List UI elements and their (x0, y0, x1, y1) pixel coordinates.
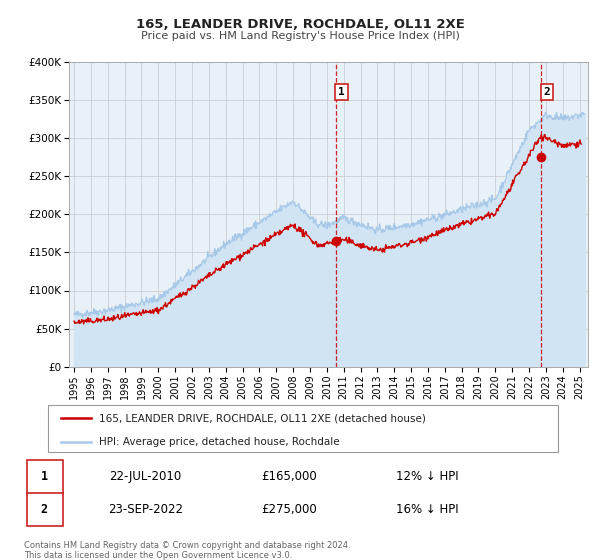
Text: £275,000: £275,000 (261, 502, 317, 516)
Text: This data is licensed under the Open Government Licence v3.0.: This data is licensed under the Open Gov… (24, 551, 292, 560)
Text: 2: 2 (544, 87, 550, 97)
FancyBboxPatch shape (27, 493, 62, 526)
Text: £165,000: £165,000 (261, 470, 317, 483)
Text: 16% ↓ HPI: 16% ↓ HPI (395, 502, 458, 516)
Text: HPI: Average price, detached house, Rochdale: HPI: Average price, detached house, Roch… (99, 437, 340, 447)
Text: 165, LEANDER DRIVE, ROCHDALE, OL11 2XE: 165, LEANDER DRIVE, ROCHDALE, OL11 2XE (136, 18, 464, 31)
Text: 22-JUL-2010: 22-JUL-2010 (109, 470, 182, 483)
Text: 1: 1 (338, 87, 345, 97)
Text: 23-SEP-2022: 23-SEP-2022 (108, 502, 183, 516)
Text: 12% ↓ HPI: 12% ↓ HPI (395, 470, 458, 483)
FancyBboxPatch shape (27, 460, 62, 494)
Text: Contains HM Land Registry data © Crown copyright and database right 2024.: Contains HM Land Registry data © Crown c… (24, 541, 350, 550)
Text: 165, LEANDER DRIVE, ROCHDALE, OL11 2XE (detached house): 165, LEANDER DRIVE, ROCHDALE, OL11 2XE (… (99, 413, 426, 423)
Text: 2: 2 (41, 502, 48, 516)
FancyBboxPatch shape (48, 405, 558, 452)
Text: Price paid vs. HM Land Registry's House Price Index (HPI): Price paid vs. HM Land Registry's House … (140, 31, 460, 41)
Text: 1: 1 (41, 470, 48, 483)
